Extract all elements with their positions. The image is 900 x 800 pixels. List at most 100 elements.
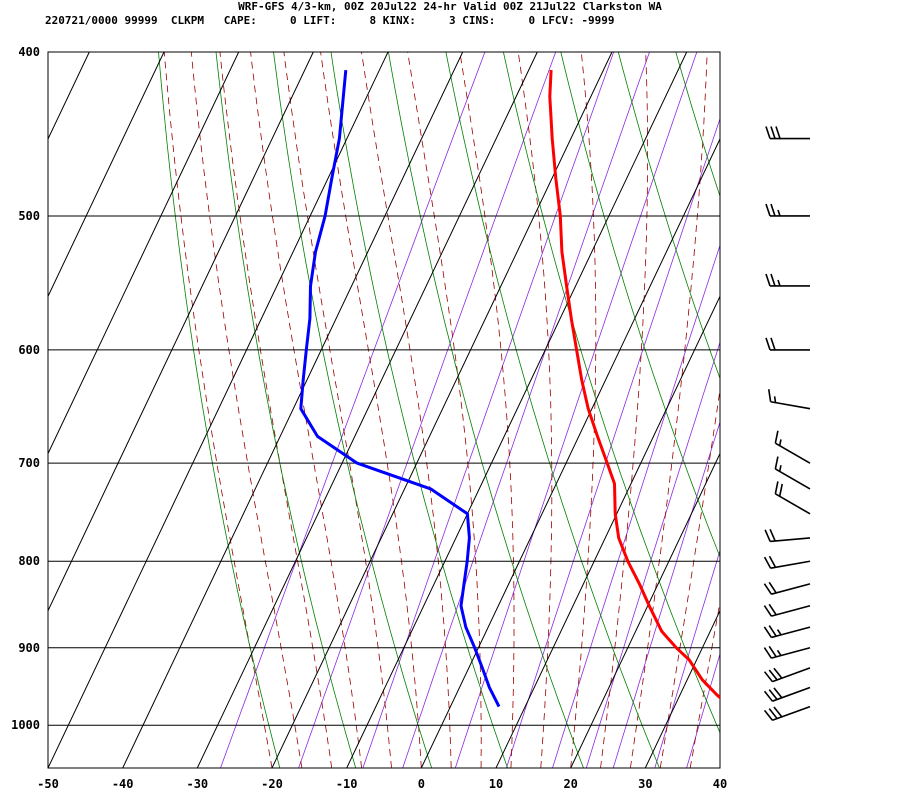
barb-flag bbox=[763, 647, 773, 659]
temp-label--30: -30 bbox=[186, 777, 208, 791]
barb-flag bbox=[768, 603, 777, 616]
barb-staff bbox=[771, 605, 811, 617]
pressure-label-800: 800 bbox=[18, 554, 40, 568]
moist-adiabat bbox=[630, 52, 708, 768]
wind-barb bbox=[763, 555, 811, 569]
mixing-ratio-line bbox=[654, 549, 720, 768]
dry-adiabat bbox=[330, 52, 508, 768]
mixing-ratio-line bbox=[552, 244, 720, 768]
wind-barb bbox=[763, 705, 811, 722]
mixing-ratio-line bbox=[506, 117, 720, 768]
dry-adiabat bbox=[791, 52, 900, 768]
barb-staff bbox=[774, 493, 811, 515]
plot-frame bbox=[47, 51, 721, 769]
barb-staff bbox=[774, 442, 811, 464]
barb-half-flag bbox=[777, 209, 781, 217]
wind-barb bbox=[774, 430, 811, 464]
barb-flag bbox=[763, 709, 774, 721]
isotherm-30 bbox=[644, 609, 720, 768]
barb-flag bbox=[770, 273, 776, 287]
wind-barb bbox=[763, 581, 811, 595]
barb-staff bbox=[771, 626, 811, 639]
isotherm-20 bbox=[570, 452, 720, 768]
barb-half-flag bbox=[776, 629, 782, 636]
wind-barb bbox=[765, 337, 810, 351]
wind-barb bbox=[763, 625, 811, 639]
moist-adiabat bbox=[719, 765, 720, 768]
wind-barb bbox=[763, 667, 811, 683]
mixing-ratio-line bbox=[298, 52, 557, 768]
wind-barb bbox=[763, 645, 811, 659]
temperature-tick-labels: -50 -40 -30 -20 -10 0 10 20 30 40 bbox=[37, 777, 727, 791]
isotherm--50 bbox=[48, 52, 389, 768]
barb-flag bbox=[765, 273, 771, 287]
moist-adiabat bbox=[163, 52, 273, 768]
mixing-ratio-line bbox=[362, 52, 615, 768]
pressure-label-900: 900 bbox=[18, 641, 40, 655]
barb-flag bbox=[769, 529, 776, 542]
barb-flag bbox=[763, 671, 774, 683]
isotherm--100 bbox=[0, 52, 15, 768]
moist-adiabat bbox=[250, 52, 362, 768]
barb-half-flag bbox=[777, 279, 781, 287]
isotherm--70 bbox=[48, 52, 240, 455]
wind-barb bbox=[764, 529, 811, 543]
barb-flag bbox=[770, 203, 776, 217]
pressure-label-1000: 1000 bbox=[11, 718, 40, 732]
wind-barb bbox=[765, 273, 810, 287]
dry-adiabat bbox=[273, 52, 433, 768]
isotherm--80 bbox=[48, 52, 165, 298]
wind-barb bbox=[763, 686, 811, 702]
barb-flag bbox=[778, 483, 784, 497]
barb-flag bbox=[773, 687, 783, 699]
barb-staff bbox=[770, 560, 811, 569]
pressure-label-700: 700 bbox=[18, 456, 40, 470]
barb-half-flag bbox=[778, 439, 782, 446]
temp-label-10: 10 bbox=[489, 777, 503, 791]
isotherms bbox=[0, 52, 720, 768]
barb-flag bbox=[775, 126, 781, 139]
barb-flag bbox=[763, 626, 773, 638]
isotherm--30 bbox=[196, 52, 538, 768]
isotherm--90 bbox=[48, 52, 90, 141]
barb-flag bbox=[768, 708, 778, 720]
barb-flag bbox=[770, 337, 776, 351]
moist-adiabat bbox=[750, 52, 900, 768]
temp-label--20: -20 bbox=[261, 777, 283, 791]
barb-staff bbox=[772, 705, 811, 722]
dry-adiabat bbox=[848, 52, 900, 768]
barb-staff bbox=[771, 583, 811, 595]
isotherm--40 bbox=[122, 52, 464, 768]
wind-barb bbox=[767, 389, 811, 410]
mixing-ratio-line bbox=[612, 420, 720, 768]
temperature-profile bbox=[548, 70, 720, 700]
temp-label-40: 40 bbox=[713, 777, 727, 791]
dry-adiabat bbox=[560, 52, 720, 558]
sounding-profiles bbox=[299, 69, 720, 708]
dewpoint-profile bbox=[299, 69, 501, 708]
barb-staff bbox=[772, 686, 811, 702]
wind-barb bbox=[765, 126, 810, 140]
dry-adiabats bbox=[158, 52, 900, 768]
mixing-ratio-line bbox=[585, 341, 720, 768]
barb-staff bbox=[772, 667, 811, 683]
barb-flag bbox=[763, 556, 772, 569]
wind-barb bbox=[765, 203, 810, 217]
isotherm-10 bbox=[495, 295, 720, 768]
barb-half-flag bbox=[773, 396, 777, 403]
barb-staff bbox=[774, 468, 811, 490]
barb-flag bbox=[773, 706, 783, 718]
pressure-label-600: 600 bbox=[18, 343, 40, 357]
moist-adiabats bbox=[163, 52, 900, 768]
barb-flag bbox=[763, 605, 773, 617]
barb-staff bbox=[770, 537, 811, 543]
moist-adiabat bbox=[600, 52, 648, 768]
moist-adiabat bbox=[219, 52, 333, 768]
barb-staff bbox=[770, 400, 811, 410]
barb-flag bbox=[774, 481, 779, 494]
dry-adiabat bbox=[503, 52, 720, 734]
barb-flag bbox=[768, 669, 778, 681]
temp-label-20: 20 bbox=[563, 777, 577, 791]
pressure-label-400: 400 bbox=[18, 45, 40, 59]
